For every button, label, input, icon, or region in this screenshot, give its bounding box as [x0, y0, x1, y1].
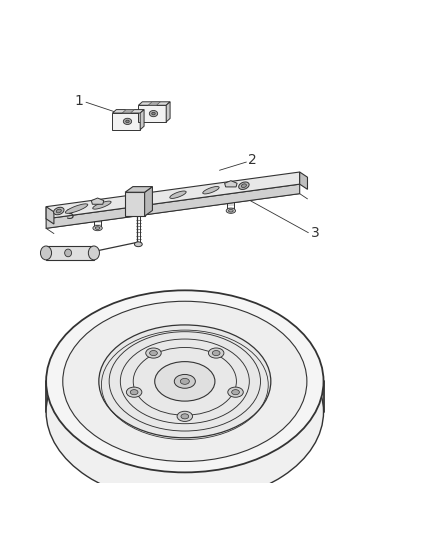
Ellipse shape — [130, 390, 138, 395]
Ellipse shape — [208, 348, 223, 358]
Polygon shape — [166, 102, 170, 122]
Ellipse shape — [56, 209, 61, 213]
Ellipse shape — [226, 208, 235, 213]
Ellipse shape — [154, 361, 215, 401]
Polygon shape — [125, 192, 144, 216]
Ellipse shape — [231, 390, 239, 395]
Polygon shape — [299, 172, 307, 189]
Ellipse shape — [149, 110, 157, 117]
Ellipse shape — [63, 301, 306, 462]
Polygon shape — [125, 187, 152, 192]
Ellipse shape — [53, 207, 64, 215]
Ellipse shape — [212, 351, 219, 356]
Ellipse shape — [228, 209, 233, 212]
Ellipse shape — [46, 290, 323, 472]
Ellipse shape — [46, 321, 323, 503]
Polygon shape — [122, 110, 134, 113]
Ellipse shape — [180, 414, 188, 419]
Ellipse shape — [40, 246, 51, 260]
Polygon shape — [140, 110, 144, 130]
Ellipse shape — [88, 246, 99, 260]
Ellipse shape — [93, 225, 102, 231]
Polygon shape — [138, 102, 170, 105]
Ellipse shape — [227, 387, 243, 397]
Ellipse shape — [123, 118, 131, 125]
Ellipse shape — [238, 182, 248, 189]
Ellipse shape — [125, 120, 129, 123]
Text: 2: 2 — [247, 154, 256, 167]
Ellipse shape — [134, 197, 150, 204]
Ellipse shape — [170, 191, 186, 198]
Ellipse shape — [134, 242, 142, 247]
Ellipse shape — [64, 249, 71, 257]
Polygon shape — [91, 198, 103, 204]
Polygon shape — [138, 105, 166, 122]
Ellipse shape — [241, 184, 246, 188]
Polygon shape — [112, 110, 144, 113]
Ellipse shape — [126, 387, 141, 397]
Ellipse shape — [180, 378, 189, 384]
Ellipse shape — [152, 112, 155, 115]
Polygon shape — [112, 113, 140, 130]
Text: 3: 3 — [310, 225, 318, 240]
Polygon shape — [46, 246, 94, 260]
Polygon shape — [148, 102, 160, 105]
Text: 3: 3 — [65, 208, 74, 222]
Ellipse shape — [65, 204, 88, 213]
Polygon shape — [224, 181, 237, 187]
Ellipse shape — [95, 227, 100, 229]
Ellipse shape — [99, 325, 270, 438]
Ellipse shape — [202, 187, 219, 194]
Polygon shape — [46, 207, 54, 224]
Ellipse shape — [149, 351, 157, 356]
Ellipse shape — [145, 348, 161, 358]
Polygon shape — [144, 187, 152, 216]
Ellipse shape — [92, 201, 111, 209]
Polygon shape — [46, 172, 299, 219]
Text: 1: 1 — [74, 94, 83, 108]
Polygon shape — [46, 184, 299, 228]
Ellipse shape — [174, 375, 195, 388]
Ellipse shape — [177, 411, 192, 422]
